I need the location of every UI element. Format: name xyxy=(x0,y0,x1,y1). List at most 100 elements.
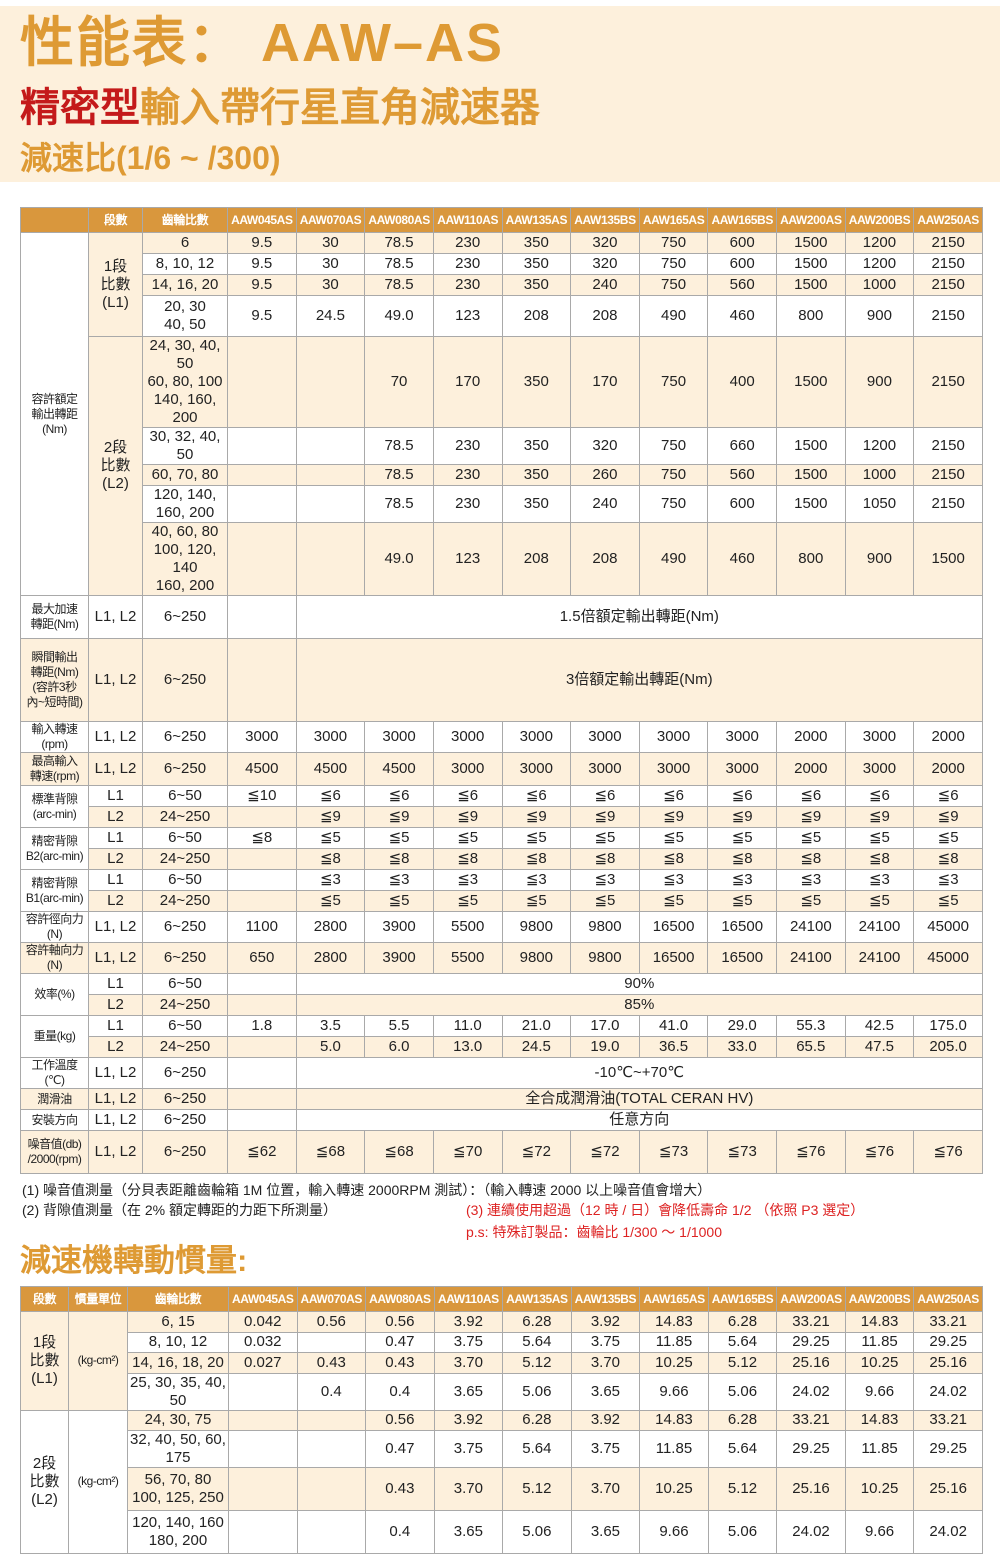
table-cell: 25, 30, 35, 40, 50 xyxy=(127,1372,229,1411)
table-cell: 30 xyxy=(295,274,366,296)
table-cell: 11.85 xyxy=(639,1331,709,1353)
table-cell xyxy=(228,1430,298,1468)
table-row: 容許軸向力(N) L1, L2 6~250 650 2800 3900 5500 9800 98… xyxy=(20,942,983,974)
inertia-table: 段數 慣量單位 齒輪比數 AAW045AS AAW070AS AAW080AS AAW110… xyxy=(20,1286,983,1554)
table-cell: L1, L2 xyxy=(88,595,143,639)
table-cell: 6.28 xyxy=(502,1311,572,1333)
table-cell: 9.66 xyxy=(639,1372,709,1411)
table-cell: 600 xyxy=(707,232,777,254)
table-cell: 24, 30, 40, 50 60, 80, 100 140, 160, 200 xyxy=(142,336,228,428)
table-cell: 16500 xyxy=(638,911,709,943)
table-cell: 5500 xyxy=(432,911,503,943)
table-cell: 750 xyxy=(638,427,709,465)
table-cell: ≦5 xyxy=(844,890,915,912)
table-cell: ≦68 xyxy=(364,1130,434,1174)
table-cell: ≦5 xyxy=(844,827,915,849)
table-cell: 170 xyxy=(432,336,503,428)
table-cell: 60, 70, 80 xyxy=(142,464,228,486)
table-cell: 9800 xyxy=(501,942,572,974)
table-cell: ≦8 xyxy=(295,848,366,870)
table-cell xyxy=(227,1036,297,1058)
model-header-aaw080as: AAW080AS xyxy=(364,207,434,233)
table-cell: 560 xyxy=(707,274,777,296)
table-cell: 6.28 xyxy=(707,1311,778,1333)
table-cell: 11.85 xyxy=(844,1430,915,1468)
table-row: 潤滑油 L1, L2 6~250 全合成潤滑油(TOTAL CERAN HV) xyxy=(20,1088,984,1110)
table-cell: 29.25 xyxy=(913,1430,983,1468)
table-cell: ≦3 xyxy=(364,869,434,891)
model-header-aaw250as: AAW250AS xyxy=(913,1286,983,1312)
table-cell: 1.8 xyxy=(227,1015,297,1037)
table-cell: 350 xyxy=(501,336,572,428)
table-cell: ≦5 xyxy=(364,827,434,849)
table-row: 工作溫度(℃) L1, L2 6~250 -10℃~+70℃ xyxy=(20,1057,984,1089)
table-cell: ≦3 xyxy=(707,869,777,891)
table-cell: L1 xyxy=(88,973,143,995)
table-cell: 2150 xyxy=(913,253,983,275)
table-cell: 11.85 xyxy=(639,1430,709,1468)
table-cell: 6.28 xyxy=(707,1409,778,1431)
table-cell: 效率(%) xyxy=(20,973,89,1016)
table-cell: 0.032 xyxy=(228,1331,298,1353)
table-cell: 6~50 xyxy=(142,973,228,995)
table-cell: ≦9 xyxy=(501,806,572,828)
table-cell xyxy=(295,427,366,465)
table-cell: 2段 比數 (L2) xyxy=(88,336,143,596)
table-cell xyxy=(228,1510,298,1554)
table-cell xyxy=(227,1109,297,1131)
table-cell: 2000 xyxy=(776,721,846,753)
table-cell: 490 xyxy=(638,522,709,596)
table-cell: 5.12 xyxy=(707,1352,778,1374)
table-cell: 3000 xyxy=(501,752,572,786)
subtitle-product: 輸入帶行星直角減速器 xyxy=(140,86,540,130)
table-cell xyxy=(295,522,366,596)
table-cell: 3.92 xyxy=(570,1311,641,1333)
table-cell: ≦6 xyxy=(364,785,434,807)
table-cell: 800 xyxy=(776,522,846,596)
table-cell: 3.75 xyxy=(570,1331,641,1353)
table-cell: ≦3 xyxy=(570,869,640,891)
table-cell: ≦9 xyxy=(844,806,915,828)
table-cell: 3000 xyxy=(638,752,709,786)
model-header-aaw200as: AAW200AS xyxy=(776,207,846,233)
table-row: 30, 32, 40, 50 78.5 230 350 320 750 660 1500 120… xyxy=(21,427,983,465)
table-cell: 潤滑油 xyxy=(20,1088,89,1110)
model-header-aaw200bs: AAW200BS xyxy=(844,1286,915,1312)
table-cell: 6~250 xyxy=(142,1109,228,1131)
table-cell: 1500 xyxy=(776,427,846,465)
table-cell: 24~250 xyxy=(142,890,228,912)
table-cell: 0.43 xyxy=(365,1352,435,1374)
table-cell: 0.47 xyxy=(365,1331,435,1353)
table-row: 1段 比數 (L1) (kg-cm²) 6, 15 0.042 0.56 0.56 3.92… xyxy=(20,1311,983,1411)
table-cell: L1, L2 xyxy=(88,911,143,943)
table-cell: 1段 比數 (L1) xyxy=(88,232,143,337)
table-cell: L1, L2 xyxy=(88,1130,143,1174)
table-cell xyxy=(295,464,366,486)
table-cell: 24.5 xyxy=(295,295,366,337)
table-cell: 65.5 xyxy=(776,1036,846,1058)
table-cell: 33.21 xyxy=(776,1311,846,1333)
table-cell: 24.02 xyxy=(913,1372,983,1411)
table-cell: 3000 xyxy=(501,721,572,753)
table-cell: 36.5 xyxy=(638,1036,709,1058)
table-cell: 2000 xyxy=(776,752,846,786)
table-cell: 標準背隙 (arc-min) xyxy=(20,785,89,828)
table-cell: 安裝方向 xyxy=(20,1109,89,1131)
table-row: 容許徑向力(N) L1, L2 6~250 1100 2800 3900 5500 9800 9… xyxy=(20,911,983,943)
table-cell: 6~250 xyxy=(142,595,228,639)
model-header-aaw165bs: AAW165BS xyxy=(707,207,777,233)
table-cell: ≦5 xyxy=(638,827,709,849)
merged-value-cell: 1.5倍額定輸出轉距(Nm) xyxy=(295,595,984,639)
table-cell: L1, L2 xyxy=(88,1057,143,1089)
column-header: 齒輪比數 xyxy=(127,1286,229,1312)
table-cell: ≦9 xyxy=(364,806,434,828)
table-cell: ≦9 xyxy=(707,806,777,828)
table-cell: ≦8 xyxy=(844,848,915,870)
table-cell: 24.02 xyxy=(776,1372,846,1411)
table-cell: 1000 xyxy=(844,464,915,486)
table-cell: ≦5 xyxy=(501,827,572,849)
table-cell: 6~250 xyxy=(142,1130,228,1174)
table-cell: 78.5 xyxy=(364,464,434,486)
table-cell: ≦73 xyxy=(638,1130,709,1174)
table-cell: 3.92 xyxy=(433,1311,504,1333)
